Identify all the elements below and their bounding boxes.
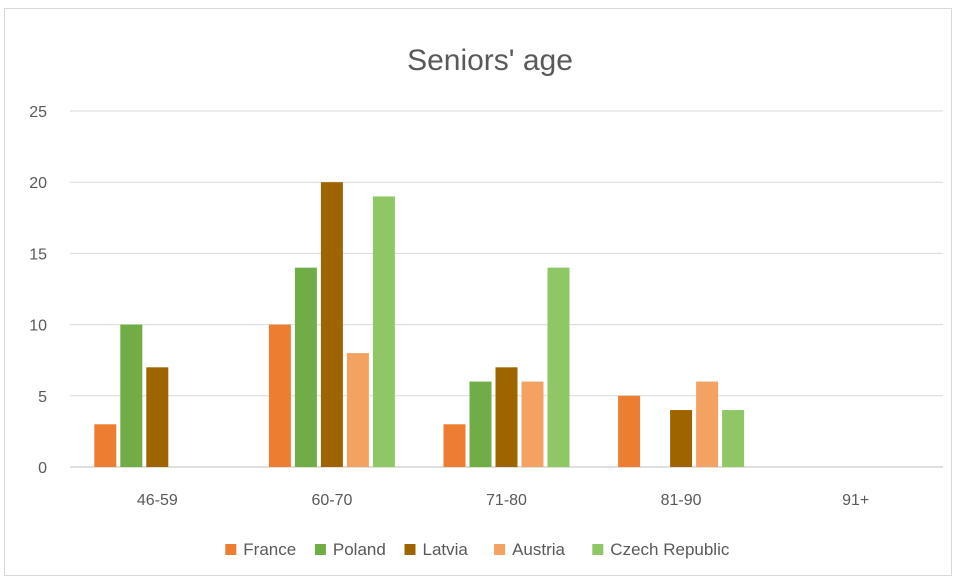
legend-label: Czech Republic [610, 540, 730, 559]
bars [94, 182, 745, 467]
y-tick-label: 0 [38, 460, 47, 477]
bar-poland-71-80 [469, 381, 492, 467]
bar-latvia-60-70 [320, 182, 343, 467]
legend: France Poland Latvia Austria Czech Republic [225, 540, 730, 559]
x-axis: 46-59 60-70 71-80 81-90 91+ [137, 492, 869, 509]
y-tick-label: 20 [29, 175, 47, 192]
bar-france-81-90 [618, 395, 641, 467]
bar-france-60-70 [268, 324, 291, 467]
bar-poland-46-59 [120, 324, 143, 467]
bar-czech-republic-60-70 [372, 196, 395, 467]
legend-swatch-poland [314, 544, 326, 555]
bar-latvia-46-59 [146, 367, 169, 467]
bar-poland-60-70 [294, 267, 317, 467]
y-tick-label: 5 [38, 389, 47, 406]
legend-label: Latvia [423, 540, 469, 559]
y-axis: 0 5 10 15 20 25 [29, 104, 47, 477]
y-tick-label: 10 [29, 318, 47, 335]
bar-austria-81-90 [696, 381, 719, 467]
x-tick-label: 91+ [842, 492, 869, 509]
legend-label: Austria [512, 540, 565, 559]
bar-czech-republic-71-80 [547, 267, 570, 467]
legend-swatch-czech-republic [592, 544, 604, 555]
x-tick-label: 81-90 [661, 492, 702, 509]
chart-area [4, 8, 952, 576]
legend-swatch-france [225, 544, 237, 555]
bar-czech-republic-81-90 [722, 410, 745, 467]
bar-latvia-81-90 [670, 410, 693, 467]
x-tick-label: 60-70 [311, 492, 352, 509]
bar-austria-71-80 [521, 381, 544, 467]
bar-austria-60-70 [346, 353, 369, 467]
y-tick-label: 15 [29, 246, 47, 263]
bar-france-71-80 [443, 424, 466, 467]
bar-latvia-71-80 [495, 367, 518, 467]
legend-swatch-austria [494, 544, 506, 555]
gridlines [70, 110, 943, 468]
legend-label: Poland [333, 540, 386, 559]
legend-swatch-latvia [404, 544, 416, 555]
x-tick-label: 71-80 [486, 492, 527, 509]
bar-france-46-59 [94, 424, 117, 467]
x-tick-label: 46-59 [137, 492, 178, 509]
y-tick-label: 25 [29, 104, 47, 121]
legend-label: France [243, 540, 296, 559]
chart-title: Seniors' age [407, 44, 573, 77]
